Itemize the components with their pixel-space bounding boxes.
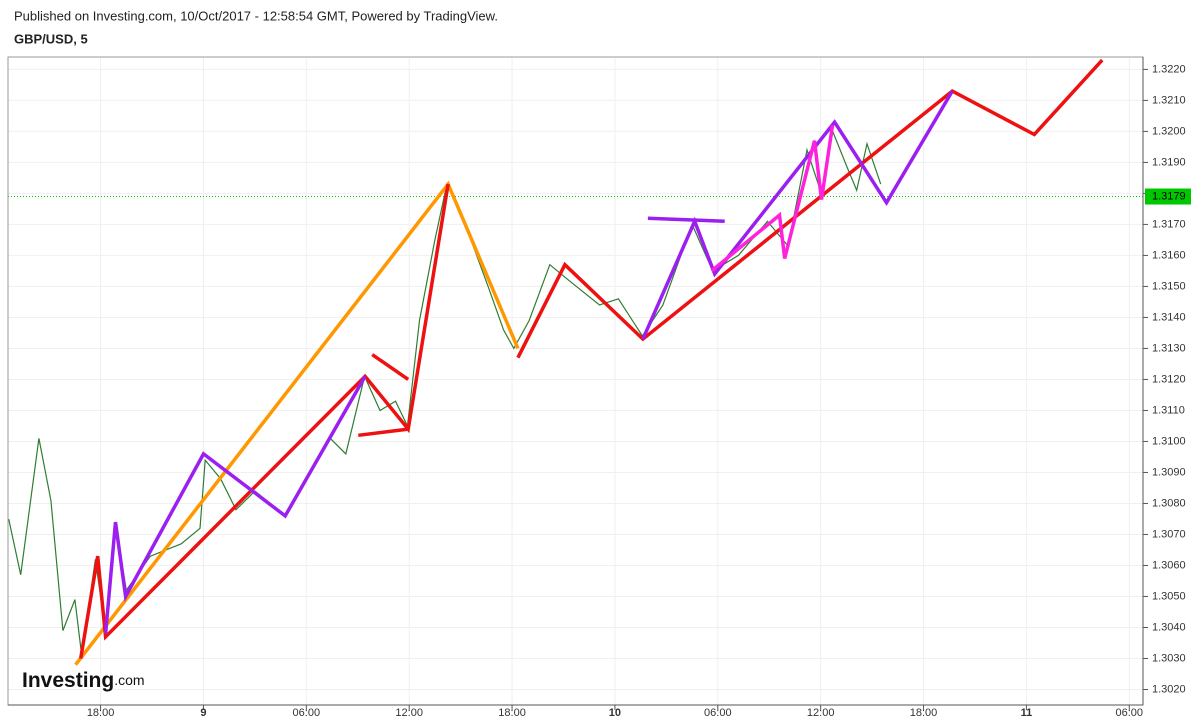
x-tick-label: 11 (1021, 707, 1033, 719)
y-tick-label: 1.3160 (1152, 249, 1186, 261)
x-tick-label: 9 (200, 707, 206, 719)
x-tick-label: 18:00 (910, 707, 938, 719)
trend-line (710, 124, 835, 273)
y-tick-label: 1.3190 (1152, 156, 1186, 168)
y-tick-label: 1.3150 (1152, 280, 1186, 292)
trend-line (516, 58, 1104, 359)
y-tick-label: 1.3140 (1152, 311, 1186, 323)
y-tick-label: 1.3120 (1152, 373, 1186, 385)
trend-line (647, 216, 725, 224)
y-tick-label: 1.3040 (1152, 621, 1186, 633)
x-tick-label: 12:00 (807, 707, 835, 719)
axes: 1.3020 1.3030 1.3040 1.3050 1.3060 1.3070 1.30… (87, 63, 1191, 719)
y-tick-label: 1.3100 (1152, 435, 1186, 447)
x-tick-label: 10 (609, 707, 621, 719)
x-tick-label: 18:00 (87, 707, 115, 719)
last-price-label: 1.3179 (1152, 190, 1186, 202)
trend-line (103, 375, 367, 634)
trend-line (641, 90, 954, 340)
y-tick-label: 1.3090 (1152, 466, 1186, 478)
y-tick-label: 1.3170 (1152, 218, 1186, 230)
logo-suffix: .com (114, 672, 144, 688)
chart-title: GBP/USD, 5 (14, 31, 88, 46)
y-tick-label: 1.3030 (1152, 652, 1186, 664)
y-tick-label: 1.3050 (1152, 590, 1186, 602)
last-price-box (1145, 188, 1191, 205)
y-tick-label: 1.3020 (1152, 683, 1186, 695)
trend-line (371, 353, 410, 381)
y-tick-label: 1.3200 (1152, 125, 1186, 137)
logo-name: Investing (22, 669, 114, 692)
y-tick-label: 1.3060 (1152, 559, 1186, 571)
y-tick-label: 1.3070 (1152, 528, 1186, 540)
x-tick-label: 18:00 (498, 707, 526, 719)
plot (8, 58, 1143, 666)
x-tick-label: 06:00 (293, 707, 321, 719)
x-tick-label: 06:00 (704, 707, 732, 719)
y-tick-label: 1.3110 (1152, 404, 1185, 416)
trend-line (358, 427, 409, 438)
x-tick-label: 06:00 (1116, 707, 1144, 719)
x-tick-label: 12:00 (395, 707, 423, 719)
y-tick-label: 1.3220 (1152, 63, 1186, 75)
y-tick-label: 1.3210 (1152, 94, 1186, 106)
y-tick-label: 1.3080 (1152, 497, 1186, 509)
trend-line (78, 183, 450, 659)
logo: Investing.com (22, 669, 145, 692)
y-tick-label: 1.3130 (1152, 342, 1186, 354)
header: Published on Investing.com, 10/Oct/2017 … (14, 8, 498, 23)
